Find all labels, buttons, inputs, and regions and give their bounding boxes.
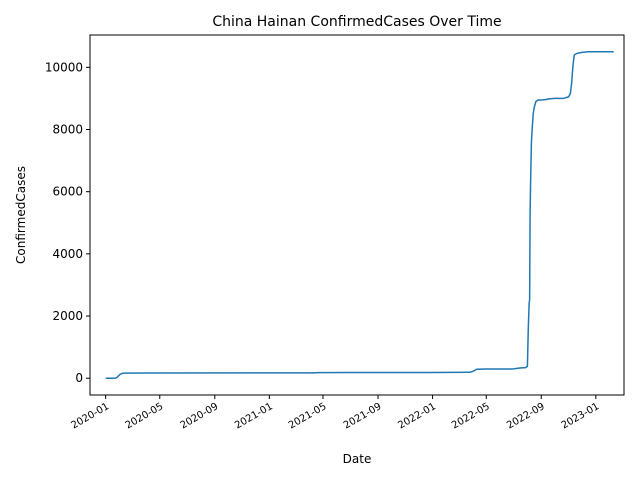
y-tick-label: 10000 <box>45 60 83 74</box>
x-axis-label: Date <box>343 452 372 466</box>
y-axis-ticks: 0 2000 4000 6000 8000 10000 <box>45 60 90 385</box>
series-layer <box>105 51 614 379</box>
y-tick-label: 8000 <box>52 123 83 137</box>
x-tick-label: 2020-05 <box>124 401 166 431</box>
x-axis-ticks: 2020-01 2020-05 2020-09 2021-01 2021-05 2021-… <box>69 395 601 431</box>
x-tick-label: 2021-05 <box>287 401 329 431</box>
x-tick-label: 2022-09 <box>505 401 547 431</box>
x-tick-label: 2021-09 <box>342 401 384 431</box>
y-tick-label: 4000 <box>52 247 83 261</box>
plot-frame <box>89 34 625 396</box>
y-axis-label: ConfirmedCases <box>14 166 28 264</box>
x-tick-label: 2020-01 <box>69 401 111 431</box>
x-tick-label: 2020-09 <box>179 401 221 431</box>
x-tick-label: 2022-01 <box>396 401 438 431</box>
x-tick-label: 2021-01 <box>233 401 275 431</box>
plot-area <box>90 35 624 395</box>
x-tick-label: 2023-01 <box>560 401 602 431</box>
x-tick-label: 2022-05 <box>450 401 492 431</box>
series-line-0 <box>105 51 614 379</box>
y-tick-label: 6000 <box>52 185 83 199</box>
y-tick-label: 2000 <box>52 309 83 323</box>
y-tick-label: 0 <box>75 371 83 385</box>
chart-title: China Hainan ConfirmedCases Over Time <box>212 14 501 30</box>
